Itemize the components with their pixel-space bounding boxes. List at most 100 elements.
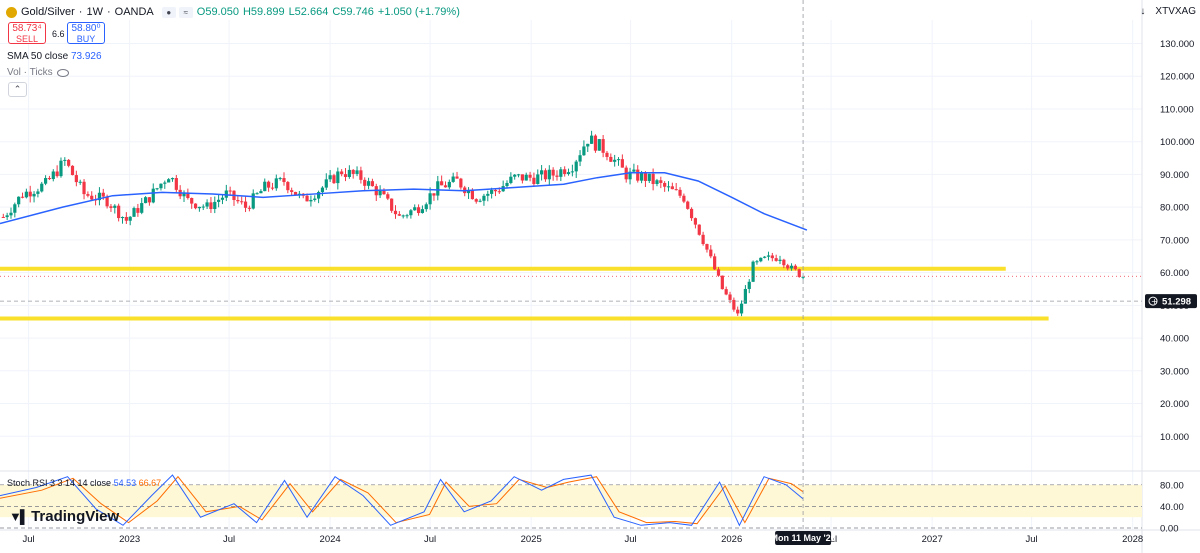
candle-body xyxy=(451,176,455,182)
candle-body xyxy=(540,170,544,175)
candle-body xyxy=(709,249,713,257)
ohlc-high: H59.899 xyxy=(242,6,285,18)
candle-body xyxy=(313,198,317,200)
candle-body xyxy=(616,159,621,161)
candle-body xyxy=(90,195,94,200)
candle-body xyxy=(401,215,405,217)
candle-body xyxy=(1,216,5,218)
candle-body xyxy=(47,178,52,180)
candle-body xyxy=(628,171,632,180)
candle-body xyxy=(290,190,294,192)
candle-body xyxy=(197,206,201,209)
candle-body xyxy=(578,155,582,162)
candle-body xyxy=(482,195,486,201)
candle-body xyxy=(436,181,440,196)
volume-legend[interactable]: Vol · Ticks xyxy=(7,67,69,78)
candle-body xyxy=(63,159,67,161)
candle-body xyxy=(609,156,613,162)
candle-body xyxy=(432,193,436,196)
candle-body xyxy=(167,179,171,183)
candle-body xyxy=(759,257,763,262)
candle-body xyxy=(67,159,71,166)
candle-body xyxy=(666,186,671,188)
plus-icon: + xyxy=(1151,297,1158,306)
candle-body xyxy=(413,207,417,211)
candle-body xyxy=(40,183,44,192)
price-tick-label: 120.000 xyxy=(1160,72,1194,83)
sell-button[interactable]: 58.73⁴ SELL xyxy=(8,22,46,44)
time-tick-label: Jul xyxy=(22,534,34,545)
price-tick-label: 110.000 xyxy=(1160,104,1194,115)
time-tick-label: 2027 xyxy=(922,534,943,545)
alert-icon[interactable]: ≈ xyxy=(178,6,193,18)
rsi-tick-label: 80.00 xyxy=(1160,480,1184,491)
rsi-label: Stoch RSI 3 3 14 14 close xyxy=(7,478,112,488)
candle-body xyxy=(397,214,401,216)
candle-body xyxy=(113,205,117,208)
collapse-legend-button[interactable]: ⌃ xyxy=(8,82,27,97)
tradingview-logo[interactable]: ▼▌ TradingView xyxy=(9,508,119,525)
rsi-tick-label: 40.00 xyxy=(1160,502,1184,513)
candle-body xyxy=(782,259,786,266)
candle-body xyxy=(70,165,75,176)
gold-coin-icon xyxy=(6,6,17,18)
candle-body xyxy=(155,188,159,190)
candle-body xyxy=(393,210,398,215)
candle-body xyxy=(563,169,567,175)
candle-body xyxy=(174,178,178,190)
candle-body xyxy=(586,143,590,147)
candle-body xyxy=(797,269,801,277)
buy-button[interactable]: 58.80⁰ BUY xyxy=(67,22,105,44)
crosshair-date-badge xyxy=(775,531,832,545)
rsi-legend[interactable]: Stoch RSI 3 3 14 14 close 54.53 66.67 xyxy=(7,478,161,488)
candle-body xyxy=(551,169,555,176)
candle-body xyxy=(670,186,674,190)
candle-body xyxy=(136,208,140,213)
sma-legend[interactable]: SMA 50 close 73.926 xyxy=(7,51,102,62)
price-tick-label: 130.000 xyxy=(1160,39,1194,50)
candle-body xyxy=(536,174,540,185)
candle-body xyxy=(5,215,9,218)
candle-body xyxy=(455,176,459,179)
candle-body xyxy=(470,190,475,200)
candle-body xyxy=(655,180,659,185)
crosshair-price-badge xyxy=(1145,294,1197,309)
candle-body xyxy=(55,171,59,177)
candle-body xyxy=(736,309,740,314)
candle-body xyxy=(101,192,105,197)
eye-icon[interactable] xyxy=(56,68,69,77)
candle-body xyxy=(147,197,152,203)
symbol-interval[interactable]: 1W xyxy=(86,6,103,18)
candle-body xyxy=(386,194,390,199)
candle-body xyxy=(743,288,748,304)
candle-body xyxy=(370,181,375,187)
market-status-icon[interactable]: ● xyxy=(161,6,176,18)
candle-body xyxy=(28,191,32,197)
candle-body xyxy=(259,191,263,194)
download-icon[interactable]: ↓ xyxy=(1140,6,1146,17)
candle-body xyxy=(109,206,113,208)
candle-body xyxy=(459,178,463,188)
buy-price: 58.80⁰ xyxy=(71,23,101,34)
candle-body xyxy=(293,191,298,195)
candle-body xyxy=(86,194,90,196)
candle-body xyxy=(701,234,705,245)
candle-body xyxy=(267,181,271,188)
rsi-d-value: 66.67 xyxy=(138,478,162,488)
candle-body xyxy=(240,201,244,203)
spread-value: 6.6 xyxy=(52,29,65,39)
candle-body xyxy=(620,159,624,168)
candle-body xyxy=(359,170,363,180)
candle-body xyxy=(255,193,259,195)
candle-body xyxy=(224,190,228,198)
price-tick-label: 20.000 xyxy=(1160,399,1189,410)
candle-body xyxy=(543,170,548,180)
symbol-name[interactable]: Gold/Silver xyxy=(21,6,75,18)
candle-body xyxy=(278,178,282,180)
candle-body xyxy=(74,175,78,183)
candle-body xyxy=(228,190,232,192)
candle-body xyxy=(351,169,355,174)
candle-body xyxy=(363,179,367,186)
candle-body xyxy=(659,180,663,183)
